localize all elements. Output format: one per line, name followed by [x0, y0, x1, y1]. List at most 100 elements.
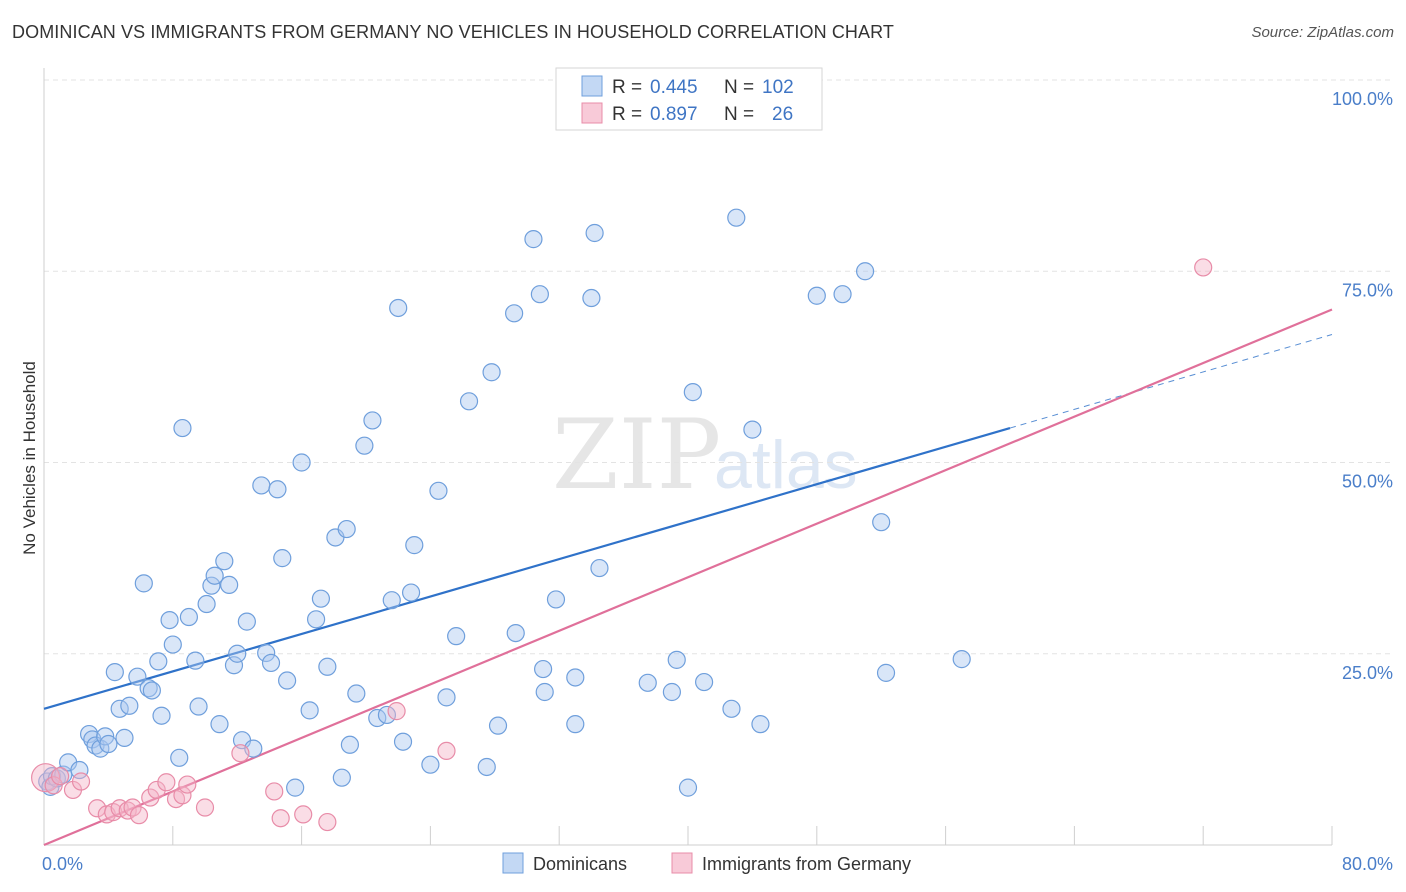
data-point-dominicans	[261, 653, 281, 673]
data-point-dominicans	[505, 304, 524, 323]
data-point-dominicans	[952, 650, 971, 669]
data-point-dominicans	[533, 659, 553, 679]
legend-swatch-germany	[671, 852, 693, 874]
stats-r-value-2: 0.897	[650, 104, 698, 125]
stats-r-label-1: R =	[612, 77, 642, 98]
axis-layer	[43, 68, 1333, 846]
data-point-dominicans	[134, 574, 153, 593]
data-point-germany	[71, 772, 91, 791]
series-legend: Dominicans Immigrants from Germany	[502, 852, 911, 874]
data-point-dominicans	[163, 635, 182, 654]
data-point-dominicans	[252, 476, 271, 495]
data-point-dominicans	[205, 566, 224, 585]
data-point-germany	[44, 776, 63, 795]
data-point-dominicans	[722, 699, 741, 718]
data-point-dominicans	[224, 656, 244, 675]
data-point-dominicans	[210, 715, 229, 734]
data-point-dominicans	[257, 643, 276, 663]
data-point-dominicans	[115, 728, 134, 748]
data-point-germany	[231, 744, 250, 763]
data-point-dominicans	[876, 663, 896, 682]
data-point-germany	[173, 786, 192, 805]
series-germany-points	[31, 258, 1213, 832]
data-point-dominicans	[202, 576, 221, 595]
data-point-dominicans	[566, 715, 585, 734]
data-point-dominicans	[437, 688, 456, 707]
data-point-dominicans	[189, 697, 208, 716]
legend-label-germany: Immigrants from Germany	[702, 854, 911, 874]
data-point-dominicans	[401, 583, 421, 602]
data-point-dominicans	[332, 768, 351, 787]
data-point-dominicans	[447, 627, 466, 646]
y-tick-label: 100.0%	[1332, 89, 1393, 109]
data-point-dominicans	[546, 590, 566, 609]
data-point-dominicans	[152, 706, 171, 725]
data-point-dominicans	[292, 453, 311, 472]
stats-n-label-1: N =	[724, 77, 754, 98]
data-point-dominicans	[421, 755, 440, 774]
data-point-germany	[387, 702, 406, 721]
data-point-germany	[271, 809, 290, 828]
data-point-dominicans	[286, 778, 305, 797]
stats-legend: R = 0.445 N = 102 R = 0.897 N = 26	[555, 67, 823, 131]
data-point-dominicans	[694, 672, 714, 692]
data-point-dominicans	[678, 778, 698, 797]
data-point-dominicans	[524, 230, 543, 249]
data-point-germany	[294, 805, 313, 824]
data-point-dominicans	[170, 748, 189, 767]
data-point-germany	[437, 741, 456, 761]
data-point-dominicans	[530, 285, 549, 304]
data-point-dominicans	[99, 734, 118, 754]
y-tick-label: 75.0%	[1342, 280, 1393, 300]
y-tick-label: 25.0%	[1342, 663, 1393, 683]
data-point-germany	[31, 763, 61, 793]
data-point-germany	[118, 801, 137, 820]
data-point-dominicans	[337, 519, 356, 539]
data-point-dominicans	[590, 558, 609, 578]
data-point-dominicans	[662, 682, 682, 702]
tick-label-layer: 25.0% 50.0% 75.0% 100.0% 0.0% 80.0%	[42, 89, 1393, 874]
x-tick-label-min: 0.0%	[42, 854, 83, 874]
data-point-dominicans	[683, 383, 702, 402]
data-point-germany	[265, 782, 284, 801]
data-point-dominicans	[268, 480, 287, 499]
data-point-dominicans	[160, 610, 179, 630]
trend-line-dominicans	[43, 427, 1011, 710]
data-point-dominicans	[638, 673, 657, 692]
data-point-dominicans	[128, 667, 147, 686]
legend-swatch-dominicans	[502, 852, 524, 874]
data-point-germany	[318, 812, 337, 832]
data-point-dominicans	[70, 760, 89, 780]
data-point-dominicans	[173, 418, 192, 438]
data-point-dominicans	[377, 705, 397, 725]
stats-n-label-2: N =	[724, 104, 754, 125]
data-point-dominicans	[363, 411, 382, 430]
data-point-dominicans	[667, 650, 686, 669]
data-point-dominicans	[355, 436, 374, 455]
data-point-dominicans	[142, 681, 161, 700]
data-point-dominicans	[186, 651, 205, 670]
data-point-dominicans	[535, 682, 554, 702]
stats-r-label-2: R =	[612, 104, 642, 125]
stats-r-value-1: 0.445	[650, 77, 698, 98]
data-point-dominicans	[743, 420, 762, 439]
data-point-dominicans	[179, 607, 198, 627]
data-point-germany	[195, 798, 215, 817]
series-dominicans-points	[38, 208, 971, 797]
data-point-germany	[157, 773, 176, 792]
data-point-germany	[129, 806, 149, 825]
data-point-dominicans	[139, 679, 158, 698]
data-point-dominicans	[347, 684, 366, 703]
data-point-dominicans	[306, 610, 326, 629]
data-point-dominicans	[340, 735, 359, 754]
data-point-dominicans	[393, 732, 413, 751]
legend-label-dominicans: Dominicans	[533, 854, 627, 874]
data-point-dominicans	[311, 589, 331, 608]
data-point-dominicans	[727, 208, 746, 227]
data-point-dominicans	[273, 549, 292, 568]
data-point-germany	[147, 780, 166, 800]
data-point-dominicans	[278, 671, 297, 690]
trend-line-dominicans-extension	[1009, 334, 1333, 429]
data-point-germany	[1194, 258, 1213, 277]
